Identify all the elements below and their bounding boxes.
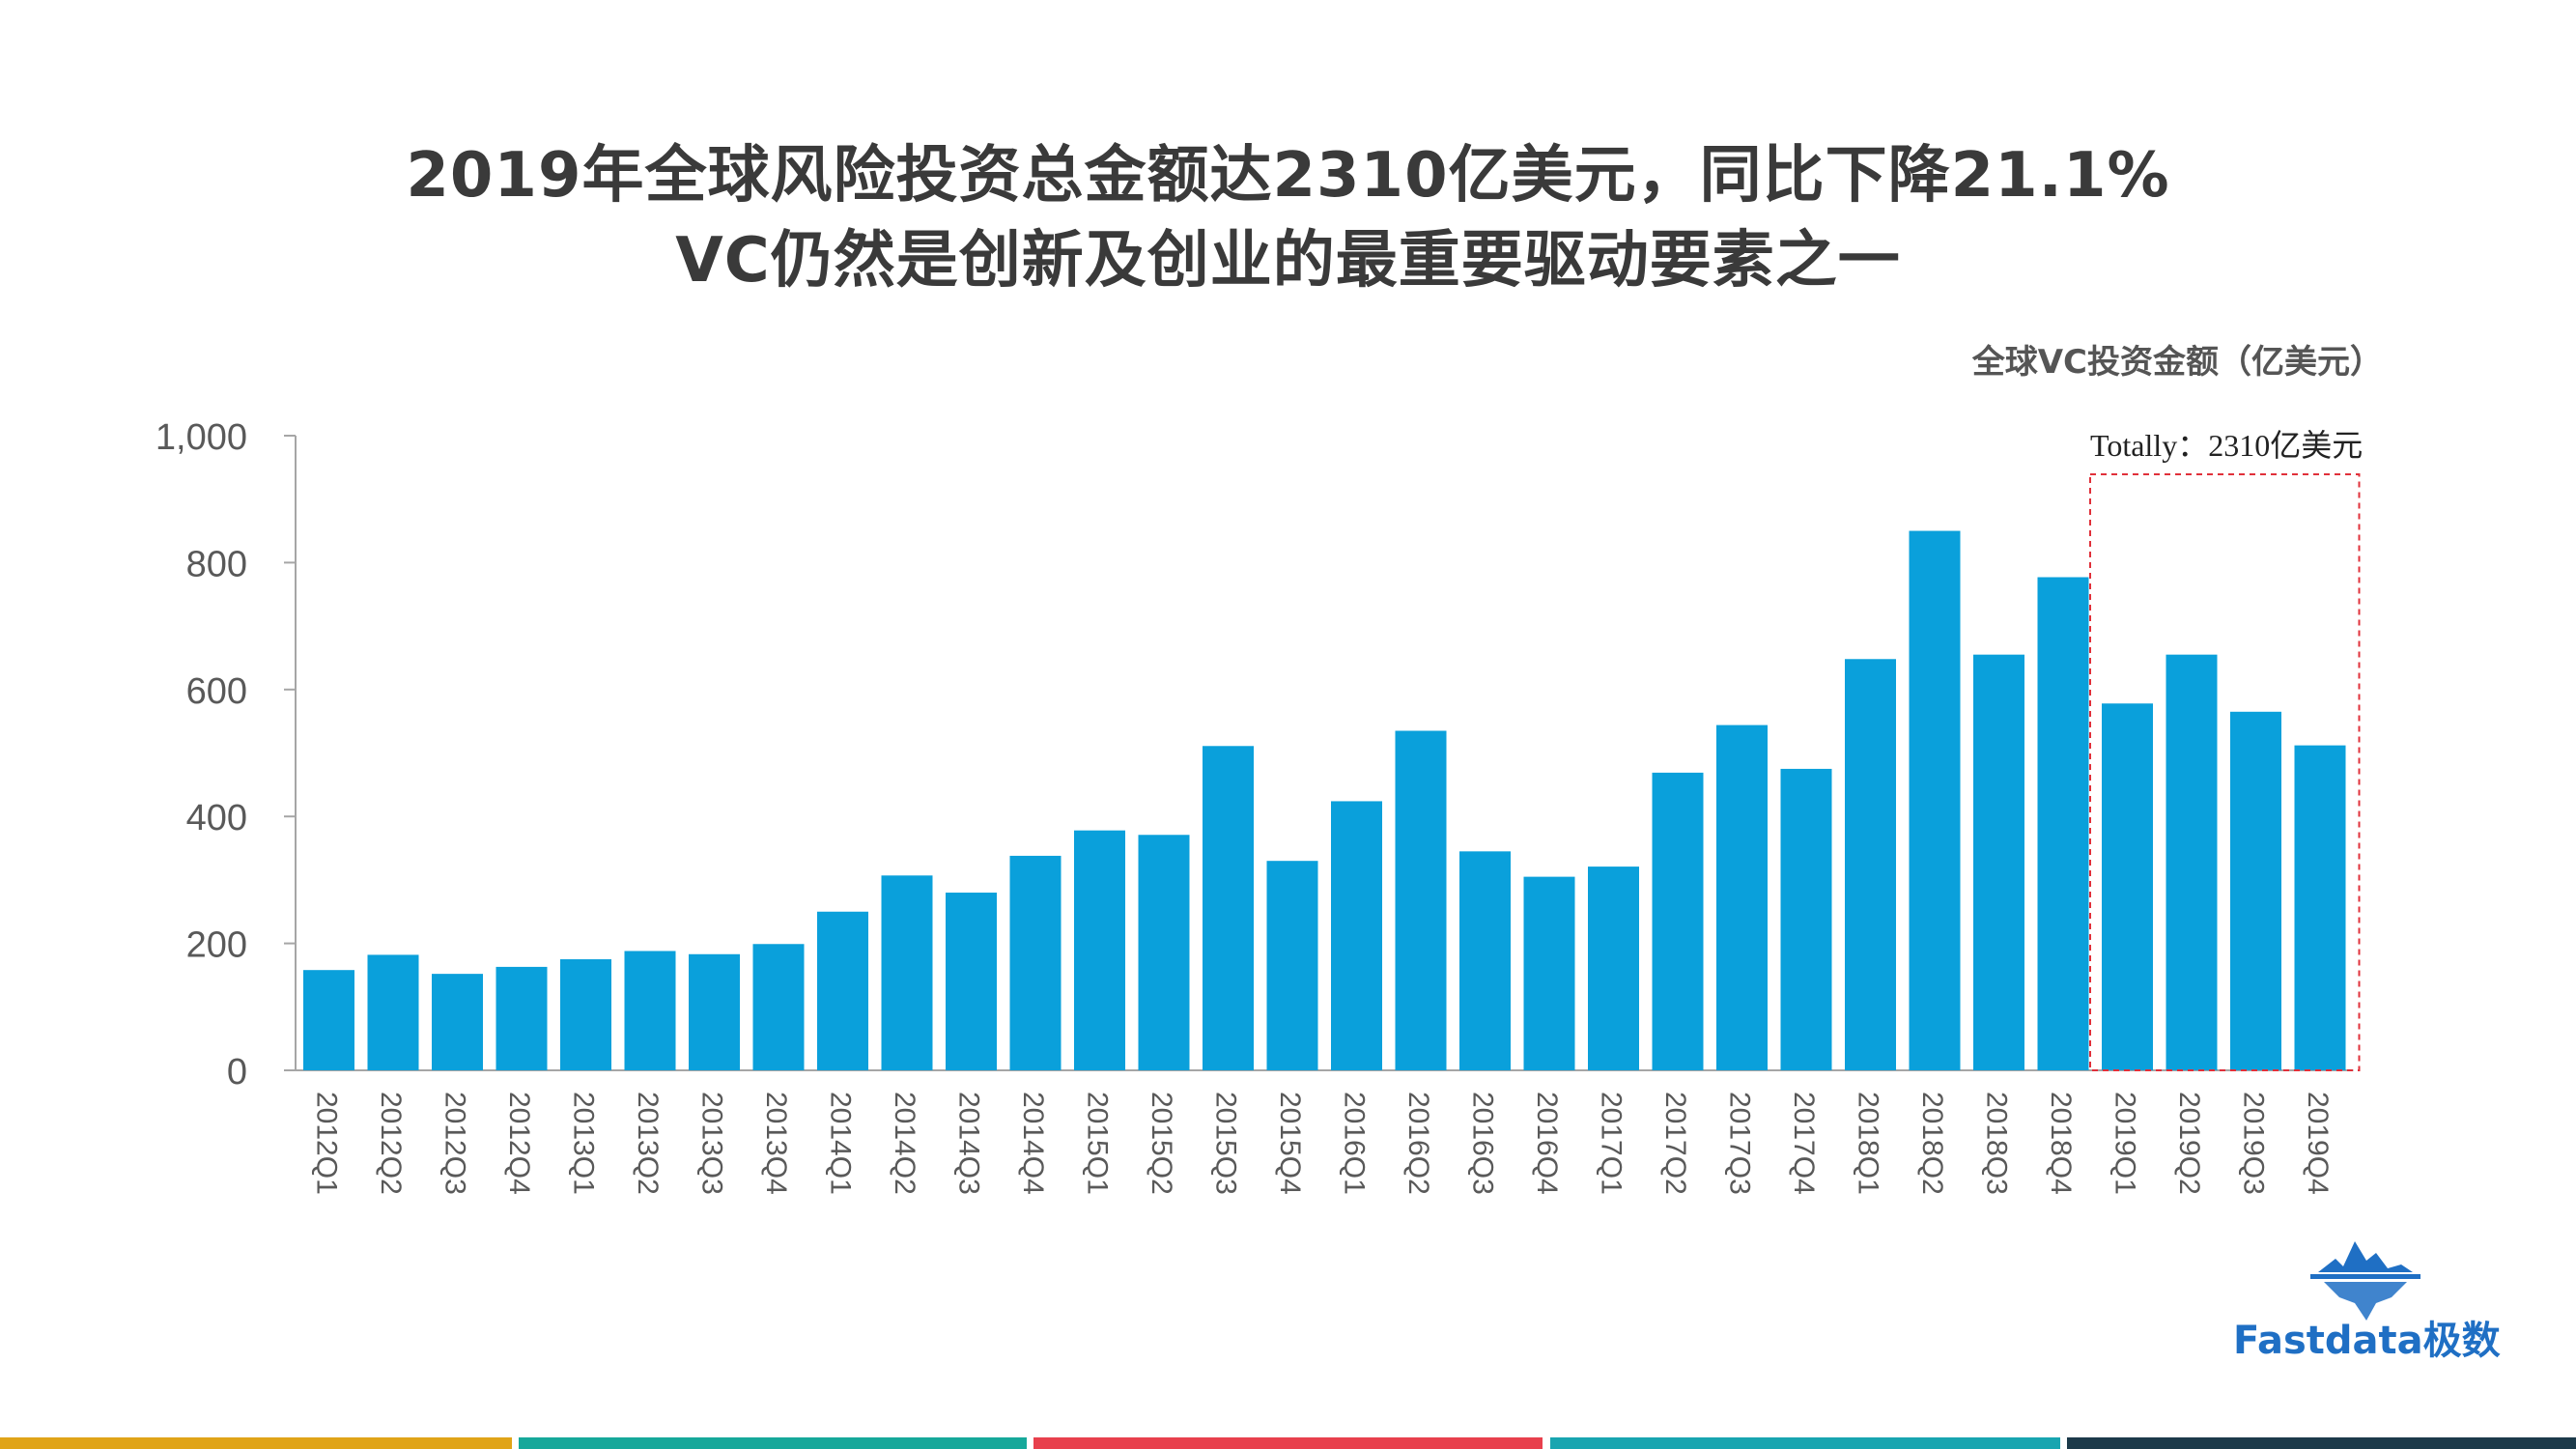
y-tick-label: 1,000 — [156, 417, 247, 458]
x-tick-label: 2017Q4 — [1788, 1092, 1820, 1195]
logo-text: Fastdata极数 — [2233, 1319, 2501, 1363]
x-tick-label: 2018Q4 — [2045, 1092, 2077, 1195]
x-tick-label: 2017Q3 — [1724, 1092, 1756, 1195]
x-tick-label: 2012Q3 — [439, 1092, 471, 1195]
chart-bars — [303, 530, 2346, 1070]
footer-band-5 — [2067, 1437, 2576, 1449]
x-tick-label: 2018Q3 — [1981, 1092, 2013, 1195]
x-tick-label: 2019Q1 — [2109, 1092, 2141, 1195]
bar-2012q3 — [432, 974, 483, 1070]
x-tick-label: 2015Q4 — [1274, 1092, 1306, 1195]
footer-band-2 — [519, 1437, 1027, 1449]
bar-2015q4 — [1266, 861, 1318, 1070]
x-tick-label: 2016Q3 — [1467, 1092, 1499, 1195]
x-tick-label: 2015Q2 — [1146, 1092, 1177, 1195]
x-tick-label: 2014Q4 — [1017, 1092, 1049, 1195]
bar-2017q1 — [1588, 867, 1639, 1070]
footer-band-1 — [0, 1437, 512, 1449]
y-tick-label: 600 — [186, 671, 247, 712]
x-tick-label: 2016Q1 — [1339, 1092, 1371, 1195]
bar-2013q1 — [560, 959, 611, 1070]
highlight-box — [2089, 473, 2361, 1071]
x-tick-label: 2013Q4 — [760, 1092, 792, 1195]
bar-2013q3 — [689, 953, 740, 1070]
x-tick-label: 2012Q2 — [375, 1092, 407, 1195]
bar-2012q2 — [367, 954, 419, 1070]
bar-2014q2 — [881, 875, 933, 1070]
bar-2012q4 — [495, 966, 548, 1070]
bar-2018q4 — [2037, 577, 2089, 1070]
x-tick-labels: 2012Q1 2012Q2 2012Q3 2012Q4 2013Q1 2013Q2 2013… — [311, 1092, 2335, 1195]
bar-2018q3 — [1973, 654, 2024, 1070]
x-tick-label: 2018Q1 — [1853, 1092, 1884, 1195]
bar-2015q2 — [1138, 835, 1190, 1070]
x-tick-label: 2012Q4 — [503, 1092, 535, 1195]
bar-2014q1 — [817, 911, 868, 1070]
x-tick-label: 2016Q4 — [1531, 1092, 1563, 1195]
bar-2013q2 — [624, 951, 676, 1070]
footer-band-4 — [1550, 1437, 2060, 1449]
y-tick-label: 200 — [186, 925, 247, 966]
bar-2018q2 — [1909, 530, 1961, 1070]
x-tick-label: 2013Q1 — [568, 1092, 600, 1195]
x-tick-label: 2018Q2 — [1916, 1092, 1948, 1195]
bar-2014q3 — [946, 893, 997, 1070]
x-tick-label: 2016Q2 — [1402, 1092, 1434, 1195]
bar-2019q1 — [2102, 703, 2153, 1070]
bar-2012q1 — [303, 970, 354, 1070]
bar-2015q1 — [1074, 830, 1125, 1070]
x-tick-label: 2013Q2 — [632, 1092, 664, 1195]
bar-2016q3 — [1459, 851, 1511, 1070]
x-tick-label: 2014Q2 — [889, 1092, 920, 1195]
footer-band-3 — [1033, 1437, 1543, 1449]
y-tick-label: 400 — [186, 798, 247, 838]
x-tick-label: 2017Q1 — [1596, 1092, 1628, 1195]
bar-2017q4 — [1780, 768, 1832, 1070]
bar-2013q4 — [752, 944, 805, 1070]
bar-2017q2 — [1652, 772, 1704, 1070]
x-tick-label: 2013Q3 — [696, 1092, 728, 1195]
y-tick-label: 800 — [186, 544, 247, 584]
bar-2019q4 — [2294, 745, 2346, 1070]
annotation-total: Totally：2310亿美元 — [2090, 428, 2363, 463]
headline-line-1: 2019年全球风险投资总金额达2310亿美元，同比下降21.1% — [406, 140, 2170, 212]
x-tick-label: 2019Q2 — [2173, 1092, 2205, 1195]
y-tick-label: 0 — [227, 1052, 247, 1093]
x-tick-label: 2014Q3 — [953, 1092, 985, 1195]
chart-subtitle: 全球VC投资金额（亿美元） — [1971, 343, 2383, 382]
x-tick-label: 2015Q3 — [1210, 1092, 1242, 1195]
x-tick-label: 2019Q4 — [2302, 1092, 2334, 1195]
x-tick-label: 2014Q1 — [825, 1092, 857, 1195]
bar-2014q4 — [1009, 855, 1062, 1070]
x-tick-label: 2015Q1 — [1082, 1092, 1114, 1195]
bar-2019q2 — [2166, 654, 2218, 1070]
x-tick-label: 2017Q2 — [1659, 1092, 1691, 1195]
bar-2015q3 — [1203, 746, 1254, 1070]
bar-2017q3 — [1716, 724, 1768, 1070]
bar-2016q1 — [1331, 801, 1382, 1070]
x-tick-label: 2012Q1 — [311, 1092, 343, 1195]
bar-2019q3 — [2230, 711, 2281, 1070]
x-tick-label: 2019Q3 — [2238, 1092, 2270, 1195]
headline-line-2: VC仍然是创新及创业的最重要驱动要素之一 — [675, 225, 1901, 297]
bar-2016q2 — [1395, 730, 1447, 1070]
highlight-annotation: Totally：2310亿美元 — [2089, 428, 2363, 1071]
bar-2018q1 — [1845, 659, 1896, 1070]
iceberg-icon — [2310, 1241, 2420, 1321]
bar-2016q4 — [1523, 876, 1575, 1070]
